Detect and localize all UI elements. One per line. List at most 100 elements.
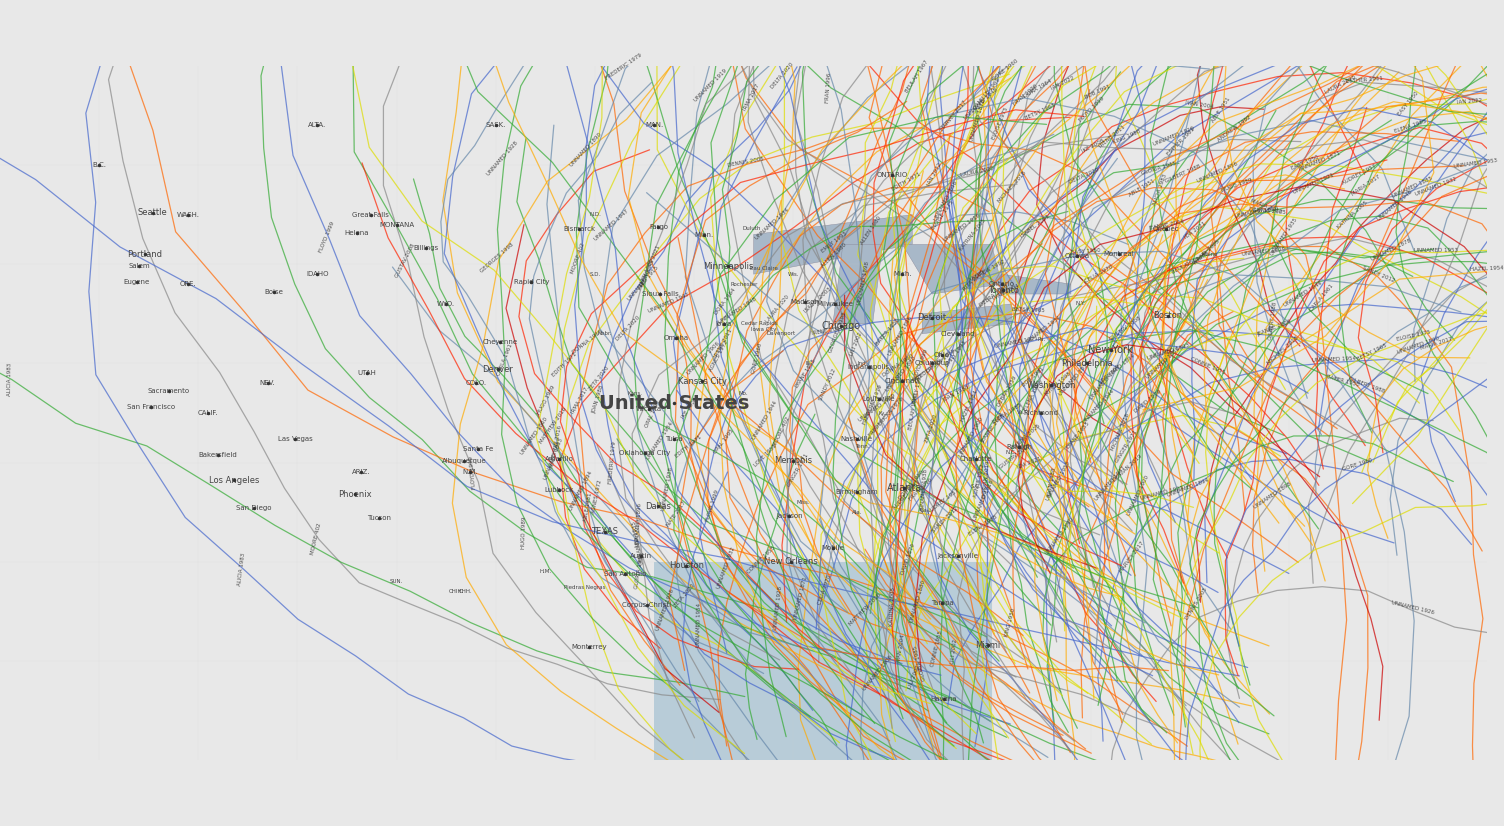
Text: ABLE 1951: ABLE 1951 (1128, 178, 1155, 198)
Text: UNNAMED 1894: UNNAMED 1894 (569, 470, 594, 511)
Text: Las Vegas: Las Vegas (278, 436, 313, 442)
Text: DELTA 2020: DELTA 2020 (770, 61, 794, 89)
Text: AUDREY 1957: AUDREY 1957 (892, 479, 922, 510)
Text: AGNES 1972: AGNES 1972 (591, 479, 603, 514)
Text: Santa Fe: Santa Fe (463, 446, 493, 452)
Text: Miami: Miami (975, 640, 1000, 649)
Text: UNNAMED 1900: UNNAMED 1900 (958, 416, 984, 458)
Text: TEXAS: TEXAS (591, 528, 618, 537)
Text: GILBERT 1988: GILBERT 1988 (1164, 164, 1202, 183)
Text: FLOYD 1999: FLOYD 1999 (913, 349, 929, 381)
Text: MATTHEW 2016: MATTHEW 2016 (538, 406, 569, 444)
Polygon shape (1002, 274, 1071, 294)
Text: GINGER 1971: GINGER 1971 (787, 453, 809, 487)
Text: FLOYD 1999: FLOYD 1999 (469, 457, 477, 490)
Text: UNNAMED 1898: UNNAMED 1898 (1253, 481, 1292, 510)
Text: UNNAMED 1890: UNNAMED 1890 (1045, 518, 1075, 556)
Text: ANDREW 1992: ANDREW 1992 (1217, 114, 1251, 142)
Text: ESTHER 1961: ESTHER 1961 (1345, 76, 1382, 84)
Text: Ottawa: Ottawa (1065, 254, 1089, 259)
Text: Jacksonville: Jacksonville (937, 553, 979, 559)
Text: ANDREW 1992: ANDREW 1992 (969, 259, 1006, 283)
Text: UNNAMED 1856: UNNAMED 1856 (1242, 246, 1286, 257)
Text: N.D.: N.D. (590, 212, 602, 217)
Text: UNNAMED 1890: UNNAMED 1890 (1396, 336, 1439, 355)
Text: MARIA 2017: MARIA 2017 (1351, 174, 1381, 197)
Text: HUGO 1989: HUGO 1989 (535, 385, 556, 415)
Text: Ohio: Ohio (934, 353, 951, 358)
Text: Mobile: Mobile (821, 545, 844, 551)
Text: UNNAMED 1915: UNNAMED 1915 (627, 266, 659, 302)
Text: EMILY 1993: EMILY 1993 (821, 230, 848, 254)
Text: Nashville: Nashville (841, 436, 872, 442)
Text: Nebr.: Nebr. (597, 331, 612, 336)
Text: Columbus: Columbus (914, 360, 949, 367)
Text: CONNIE 1955: CONNIE 1955 (746, 546, 776, 575)
Polygon shape (922, 304, 1011, 334)
Text: Wichita: Wichita (636, 406, 662, 412)
Text: IVAN 2004: IVAN 2004 (1185, 101, 1214, 110)
Text: FREDERICKA 1979: FREDERICKA 1979 (868, 396, 905, 438)
Text: Richmond: Richmond (1024, 410, 1059, 416)
Text: UNNAMED 1878: UNNAMED 1878 (1370, 238, 1411, 262)
Text: EDITH 1971: EDITH 1971 (675, 434, 702, 459)
Text: UNNAMED 1953: UNNAMED 1953 (1414, 248, 1457, 253)
Text: Ky.: Ky. (878, 411, 886, 415)
Text: IVAN 2004: IVAN 2004 (991, 283, 1020, 301)
Polygon shape (654, 562, 991, 800)
Text: MICHAEL 2018: MICHAEL 2018 (1110, 413, 1130, 452)
Text: UNNAMED 1909: UNNAMED 1909 (857, 392, 896, 422)
Text: IRENE 2011: IRENE 2011 (811, 326, 844, 336)
Text: Fargo: Fargo (648, 224, 668, 230)
Text: Sacramento: Sacramento (147, 388, 190, 394)
Text: IAN 2022: IAN 2022 (1456, 97, 1481, 105)
Text: Seattle: Seattle (138, 208, 167, 217)
Text: ZETA 2020: ZETA 2020 (588, 365, 611, 392)
Text: CELIA 1970: CELIA 1970 (817, 575, 832, 605)
Text: ABLE 1951: ABLE 1951 (1211, 96, 1232, 123)
Text: ABLE 1951: ABLE 1951 (584, 492, 593, 523)
Text: Ind.: Ind. (857, 361, 868, 366)
Text: UNNAMED 1948: UNNAMED 1948 (717, 297, 758, 325)
Text: UTAH: UTAH (358, 370, 376, 377)
Text: IDAHO: IDAHO (305, 271, 328, 278)
Text: JEANNE 2004: JEANNE 2004 (1149, 219, 1185, 230)
Text: B.C.: B.C. (92, 162, 107, 169)
Text: OPAL 1995: OPAL 1995 (713, 429, 735, 455)
Text: Birmingham: Birmingham (835, 489, 878, 496)
Text: ELENA 1985: ELENA 1985 (1024, 379, 1042, 411)
Text: UNNAMED 1871: UNNAMED 1871 (794, 576, 809, 620)
Text: Monterrey: Monterrey (572, 644, 606, 650)
Text: UNNAMED 1893: UNNAMED 1893 (544, 438, 564, 480)
Text: EDITH 1971: EDITH 1971 (890, 172, 922, 192)
Text: SANDY 2012: SANDY 2012 (818, 368, 838, 401)
Text: Rochester: Rochester (729, 282, 758, 287)
Text: Havana: Havana (931, 695, 958, 701)
Text: Mich.: Mich. (893, 271, 911, 278)
Text: UNNAMED 1954: UNNAMED 1954 (1311, 356, 1355, 363)
Text: Corpus Christi: Corpus Christi (623, 602, 671, 609)
Text: SASK.: SASK. (486, 122, 505, 128)
Text: UNNAMED 1938: UNNAMED 1938 (920, 469, 929, 513)
Text: Bismarck: Bismarck (562, 225, 596, 231)
Text: Iowa City: Iowa City (750, 327, 776, 332)
Text: FREDERICKA 1979: FREDERICKA 1979 (913, 349, 957, 383)
Text: ARIZ.: ARIZ. (352, 469, 370, 476)
Text: Miss.: Miss. (797, 500, 811, 505)
Text: Portland: Portland (128, 249, 162, 259)
Text: ALLEN 1980: ALLEN 1980 (638, 258, 654, 290)
Text: UNNAMED 1860: UNNAMED 1860 (1233, 206, 1278, 219)
Text: UNNAMED 1896: UNNAMED 1896 (887, 316, 913, 356)
Text: MOORE 402: MOORE 402 (772, 416, 791, 448)
Text: Houston: Houston (669, 561, 704, 570)
Text: LILI 2002: LILI 2002 (850, 331, 863, 356)
Text: FRAN 1996: FRAN 1996 (824, 73, 832, 103)
Text: SUN.: SUN. (390, 579, 403, 584)
Text: HARVEY 2017: HARVEY 2017 (940, 100, 967, 131)
Text: EASY 1950: EASY 1950 (1290, 154, 1321, 171)
Text: UNNAMED 1934: UNNAMED 1934 (755, 207, 791, 241)
Text: Louisville: Louisville (862, 396, 895, 402)
Text: UNNAMED 1953: UNNAMED 1953 (1045, 461, 1071, 501)
Text: UNNAMED 1921: UNNAMED 1921 (1140, 486, 1184, 501)
Text: KATRINA 2005: KATRINA 2005 (958, 218, 987, 251)
